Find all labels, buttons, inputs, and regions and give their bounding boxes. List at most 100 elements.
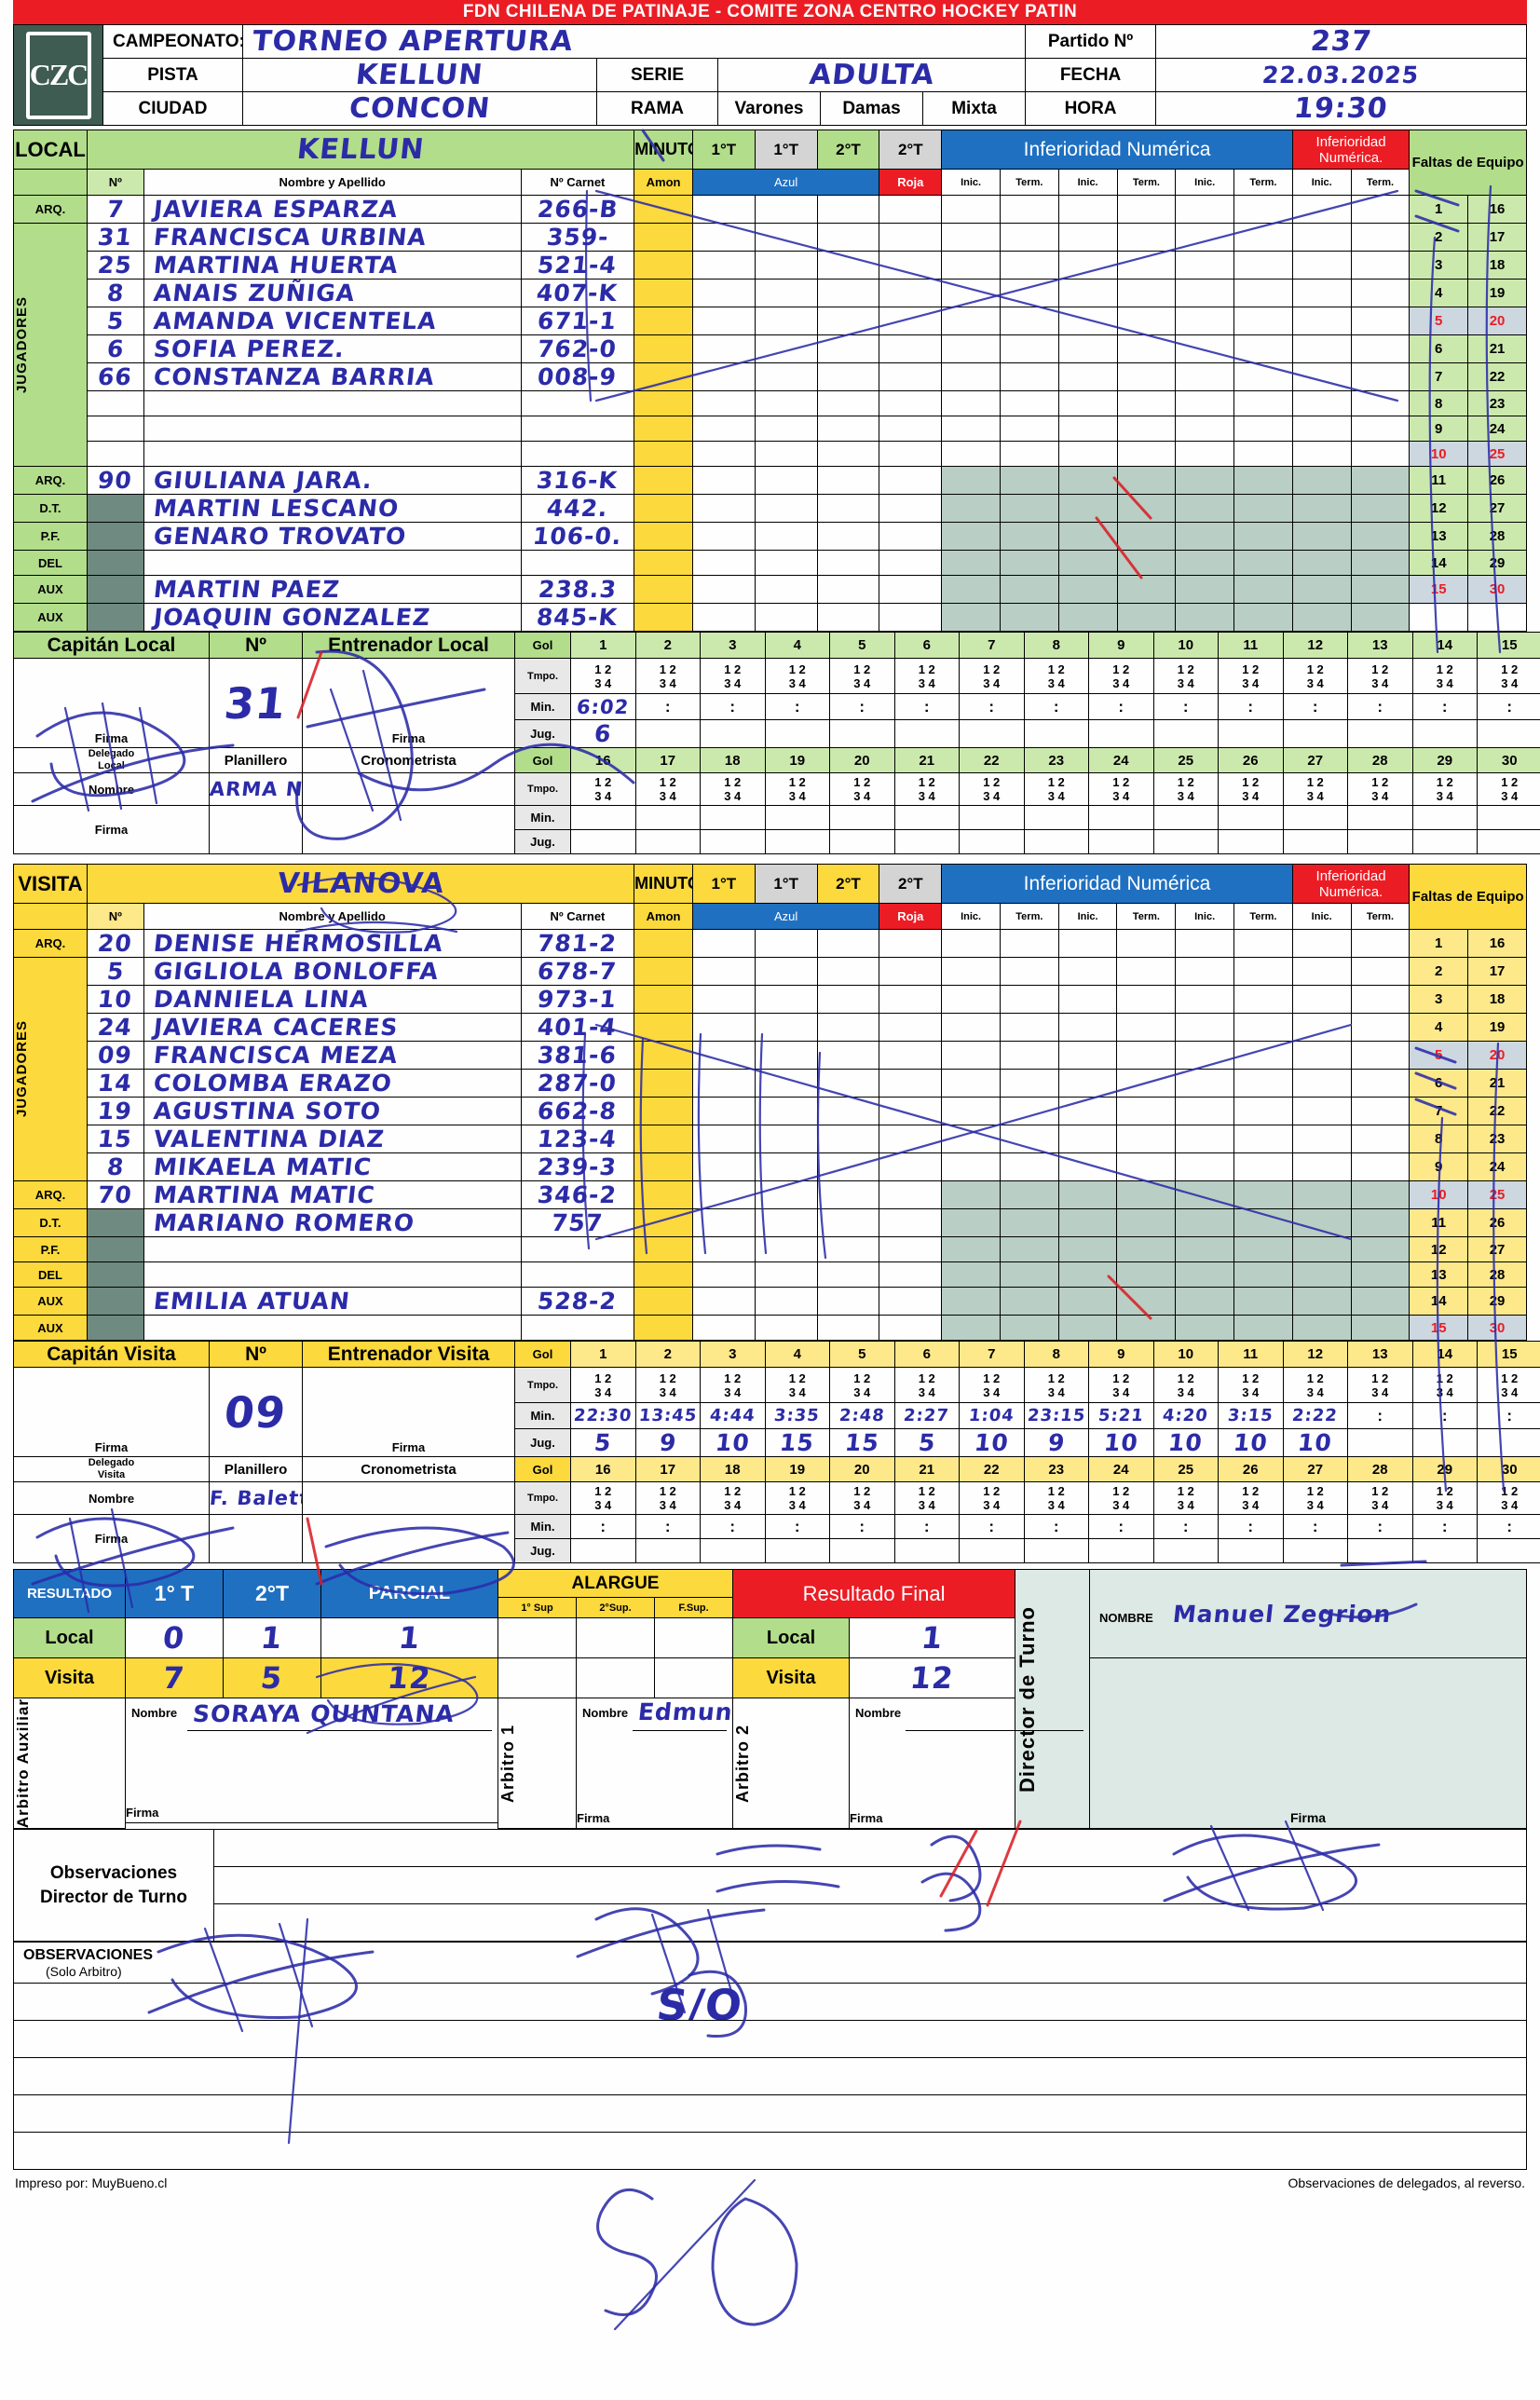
visita-p4-carnet-cell[interactable]: 287-0 [520,1069,635,1098]
visita-jug-15[interactable] [1477,1428,1540,1457]
local-player-number-field[interactable]: 31 [86,223,144,252]
local-foul-6[interactable]: 6 [1409,334,1469,363]
local-jug2-26[interactable] [1218,829,1284,854]
visita-p6-t1[interactable] [999,1125,1059,1153]
visita-p2-t3[interactable] [1233,1013,1293,1042]
visita-p4-i1[interactable] [941,1069,1001,1098]
local-p3-i1[interactable] [941,307,1001,335]
visita-s5-a2[interactable] [754,1315,818,1341]
local-p2-i2[interactable] [1057,279,1118,307]
visita-foul-12[interactable]: 12 [1409,1236,1469,1262]
visita-p2-roja[interactable] [879,1013,943,1042]
local-foul-8[interactable]: 8 [1409,390,1469,416]
visita-arq-i1[interactable] [941,929,1001,958]
local-p7-i2[interactable] [1057,416,1118,442]
visita-p0-i3[interactable] [1175,957,1235,986]
result-visita-t1-cell[interactable]: 7 [125,1657,224,1698]
local-team-name-field[interactable]: KELLUN [86,130,635,170]
partido-field[interactable]: 237 [1155,24,1527,59]
local-p8-t4[interactable] [1350,441,1411,467]
local-arq-in4[interactable] [1291,195,1352,224]
visita-foul-26[interactable]: 26 [1467,1208,1527,1237]
visita-s1-i4[interactable] [1291,1208,1352,1237]
visita-p6-a2[interactable] [754,1125,818,1153]
visita-p5-amon[interactable] [634,1097,693,1125]
local-staff0-num-cell[interactable]: 90 [86,466,144,495]
visita-foul-24[interactable]: 24 [1467,1152,1527,1181]
visita-captain-number-field[interactable]: 09 [209,1367,303,1457]
local-jug-11[interactable] [1218,719,1284,748]
local-arq-carnet-field[interactable]: 266-B [520,195,635,224]
visita-min2-21[interactable]: : [893,1514,960,1539]
visita-p1-i2[interactable] [1057,985,1118,1014]
visita-s3-i2[interactable] [1057,1261,1118,1288]
local-p4-roja[interactable] [879,334,943,363]
local-s3-i2[interactable] [1057,550,1118,576]
visita-s1-amon[interactable] [634,1208,693,1237]
local-p5-a3[interactable] [816,362,880,391]
local-min-13[interactable]: : [1347,693,1413,720]
local-s2-roja[interactable] [879,522,943,551]
local-arq-tm2[interactable] [1116,195,1177,224]
visita-jug2-20[interactable] [829,1538,895,1563]
local-p7-num-cell[interactable] [86,416,144,442]
visita-p2-amon[interactable] [634,1013,693,1042]
visita-p1-num-cell[interactable]: 10 [86,985,144,1014]
local-s3-t2[interactable] [1116,550,1177,576]
visita-s5-amon[interactable] [634,1315,693,1341]
local-arq-in1[interactable] [941,195,1001,224]
visita-jug-10[interactable]: 10 [1152,1428,1219,1457]
local-p8-i2[interactable] [1057,441,1118,467]
local-s0-a3[interactable] [816,466,880,495]
visita-p5-roja[interactable] [879,1097,943,1125]
local-coach-signature[interactable]: Firma [302,658,515,748]
visita-s4-t1[interactable] [999,1287,1059,1316]
visita-p5-name-cell[interactable]: AGUSTINA SOTO [143,1097,522,1125]
visita-p5-t1[interactable] [999,1097,1059,1125]
visita-p5-i1[interactable] [941,1097,1001,1125]
local-p7-t2[interactable] [1116,416,1177,442]
local-s0-t1[interactable] [999,466,1059,495]
visita-min2-17[interactable]: : [634,1514,701,1539]
local-p6-roja[interactable] [879,390,943,416]
local-jug2-28[interactable] [1347,829,1413,854]
visita-p5-i3[interactable] [1175,1097,1235,1125]
local-p4-a3[interactable] [816,334,880,363]
local-s3-roja[interactable] [879,550,943,576]
visita-min2-30[interactable]: : [1477,1514,1540,1539]
local-p6-t4[interactable] [1350,390,1411,416]
rama-option-mixta[interactable]: Mixta [921,91,1027,126]
visita-p1-a3[interactable] [816,985,880,1014]
visita-min-3[interactable]: 4:44 [700,1402,766,1429]
arbitro-auxiliar-nombre-cell[interactable]: Nombre SORAYA QUINTANA Firma [125,1697,498,1824]
local-min-14[interactable]: : [1411,693,1478,720]
visita-p7-roja[interactable] [879,1152,943,1181]
local-s5-i3[interactable] [1175,603,1235,632]
local-p1-num-cell[interactable]: 25 [86,251,144,280]
visita-foul-10[interactable]: 10 [1409,1180,1469,1209]
visita-jug-13[interactable] [1347,1428,1413,1457]
local-jug2-22[interactable] [959,829,1025,854]
visita-p7-t4[interactable] [1350,1152,1411,1181]
local-min-10[interactable]: : [1152,693,1219,720]
local-p8-roja[interactable] [879,441,943,467]
director-firma-cell[interactable]: Firma [1089,1657,1527,1830]
local-foul-30[interactable]: 30 [1467,575,1527,604]
result-visita-fsup[interactable] [653,1657,734,1698]
visita-min-9[interactable]: 5:21 [1088,1402,1154,1429]
visita-min-14[interactable]: : [1411,1402,1478,1429]
visita-staff0-name-cell[interactable]: MARTINA MATIC [143,1180,522,1209]
local-p2-a3[interactable] [816,279,880,307]
visita-jug2-29[interactable] [1411,1538,1478,1563]
visita-p2-i1[interactable] [941,1013,1001,1042]
local-foul-2[interactable]: 2 [1409,223,1469,252]
visita-p4-t1[interactable] [999,1069,1059,1098]
visita-p0-a2[interactable] [754,957,818,986]
local-p1-i1[interactable] [941,251,1001,280]
local-s4-t3[interactable] [1233,575,1293,604]
local-p2-a2[interactable] [754,279,818,307]
